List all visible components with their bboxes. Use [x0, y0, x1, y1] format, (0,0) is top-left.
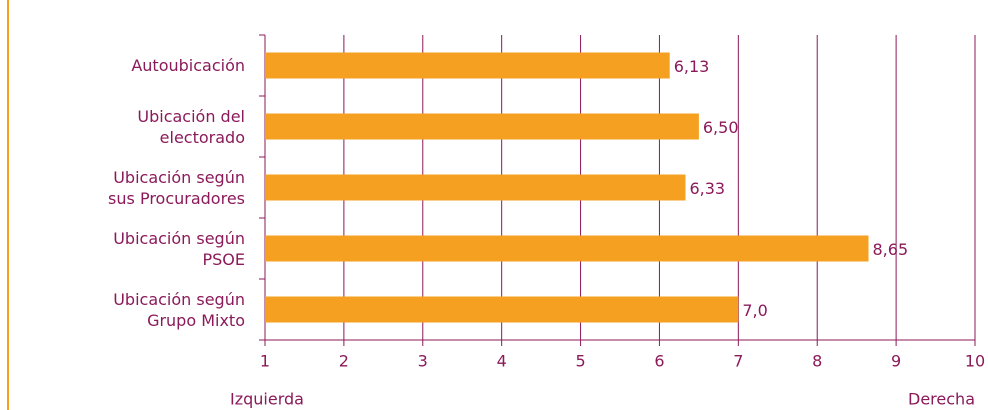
bar	[265, 296, 739, 323]
x-axis-right-label: Derecha	[908, 390, 975, 409]
x-tick-label: 5	[575, 352, 585, 371]
bar	[265, 235, 869, 262]
bar	[265, 52, 670, 79]
value-label: 6,33	[689, 179, 725, 198]
x-tick-label: 2	[339, 352, 349, 371]
y-tick-label: Ubicación según sus Procuradores	[108, 167, 245, 208]
bar	[265, 174, 686, 201]
value-label: 7,0	[742, 301, 767, 320]
x-axis-left-label: Izquierda	[230, 390, 304, 409]
y-tick-label: Ubicación según PSOE	[113, 228, 245, 269]
value-label: 6,50	[703, 118, 739, 137]
x-tick-label: 6	[654, 352, 664, 371]
y-tick-label: Autoubicación	[131, 56, 245, 75]
x-tick-label: 9	[891, 352, 901, 371]
x-tick-label: 10	[965, 352, 985, 371]
x-tick-label: 3	[418, 352, 428, 371]
x-tick-label: 7	[733, 352, 743, 371]
bar	[265, 113, 699, 140]
value-label: 8,65	[873, 240, 909, 259]
y-tick-label: Ubicación del electorado	[137, 106, 245, 147]
x-tick-label: 1	[260, 352, 270, 371]
x-tick-label: 8	[812, 352, 822, 371]
x-tick-label: 4	[497, 352, 507, 371]
value-label: 6,13	[674, 57, 710, 76]
y-tick-label: Ubicación según Grupo Mixto	[113, 289, 245, 330]
